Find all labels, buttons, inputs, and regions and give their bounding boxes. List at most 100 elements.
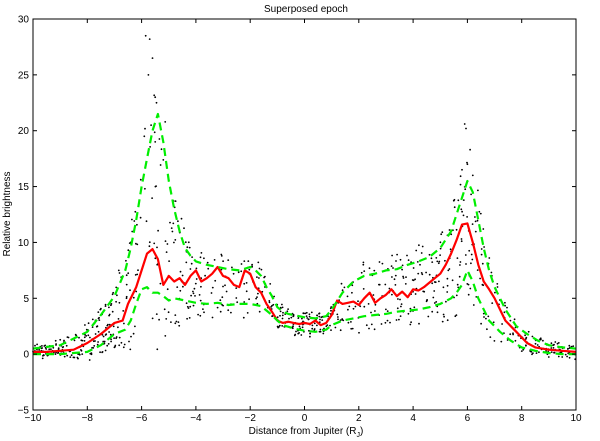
- scatter-point: [409, 307, 412, 310]
- scatter-point: [435, 257, 438, 259]
- scatter-point: [550, 342, 553, 345]
- scatter-point: [178, 324, 181, 327]
- scatter-point: [129, 289, 131, 292]
- scatter-point: [476, 269, 479, 271]
- scatter-point: [414, 278, 416, 281]
- scatter-point: [392, 267, 394, 269]
- scatter-point: [402, 275, 404, 278]
- scatter-point: [112, 291, 115, 294]
- scatter-point: [513, 318, 516, 321]
- scatter-point: [456, 283, 459, 286]
- scatter-point: [363, 305, 366, 308]
- x-tick-label: 4: [410, 413, 416, 424]
- scatter-point: [135, 242, 137, 245]
- scatter-point: [123, 343, 126, 346]
- scatter-point: [557, 355, 560, 358]
- scatter-point: [230, 311, 232, 314]
- scatter-point: [426, 299, 428, 301]
- scatter-point: [134, 210, 137, 213]
- scatter-point: [103, 340, 106, 343]
- scatter-point: [352, 307, 355, 310]
- scatter-point: [104, 305, 107, 307]
- scatter-point: [453, 198, 456, 201]
- scatter-point: [436, 260, 439, 263]
- scatter-point: [388, 287, 391, 290]
- scatter-point: [271, 315, 273, 318]
- scatter-point: [59, 338, 62, 341]
- y-tick-label: 0: [23, 350, 29, 361]
- scatter-point: [174, 200, 177, 203]
- scatter-point: [136, 243, 139, 246]
- scatter-point: [442, 286, 445, 289]
- scatter-point: [572, 345, 575, 347]
- scatter-point: [194, 295, 196, 297]
- scatter-point: [446, 284, 449, 287]
- scatter-point: [442, 313, 445, 316]
- scatter-point: [470, 253, 473, 256]
- scatter-point: [81, 353, 84, 355]
- scatter-point: [120, 341, 123, 344]
- scatter-point: [122, 346, 125, 349]
- scatter-point: [310, 311, 313, 314]
- scatter-point: [54, 339, 57, 342]
- scatter-point: [132, 332, 135, 335]
- scatter-point: [148, 38, 151, 40]
- scatter-point: [490, 271, 493, 274]
- scatter-point: [459, 261, 462, 263]
- scatter-point: [448, 229, 451, 231]
- scatter-point: [512, 332, 514, 335]
- scatter-point: [66, 336, 69, 338]
- scatter-point: [245, 282, 248, 284]
- scatter-point: [157, 229, 160, 232]
- scatter-point: [321, 319, 324, 321]
- scatter-point: [243, 282, 246, 285]
- scatter-point: [50, 348, 52, 351]
- scatter-point: [123, 322, 125, 325]
- scatter-point: [116, 294, 118, 297]
- scatter-point: [139, 216, 142, 219]
- scatter-point: [81, 339, 84, 342]
- scatter-point: [258, 310, 261, 313]
- scatter-point: [525, 336, 528, 339]
- scatter-point: [98, 319, 101, 321]
- scatter-point: [556, 342, 559, 345]
- scatter-point: [290, 316, 293, 319]
- scatter-point: [192, 304, 195, 307]
- scatter-point: [297, 317, 300, 319]
- scatter-point: [41, 345, 43, 347]
- scatter-point: [154, 257, 157, 260]
- scatter-point: [211, 316, 214, 319]
- scatter-point: [154, 141, 157, 143]
- scatter-point: [465, 263, 467, 265]
- scatter-point: [509, 319, 512, 322]
- scatter-point: [164, 335, 167, 337]
- scatter-point: [401, 268, 403, 271]
- scatter-point: [109, 333, 112, 336]
- scatter-point: [281, 325, 284, 327]
- scatter-point: [568, 344, 571, 347]
- scatter-point: [425, 271, 427, 274]
- scatter-point: [175, 320, 178, 323]
- scatter-point: [256, 276, 258, 278]
- scatter-point: [494, 291, 496, 294]
- scatter-point: [100, 307, 102, 310]
- scatter-point: [439, 247, 442, 250]
- scatter-point: [330, 306, 333, 308]
- scatter-point: [110, 338, 112, 341]
- scatter-point: [258, 277, 260, 279]
- scatter-point: [281, 314, 284, 317]
- scatter-point: [539, 338, 542, 341]
- scatter-point: [300, 334, 303, 336]
- scatter-point: [281, 306, 284, 309]
- scatter-point: [203, 311, 205, 314]
- scatter-point: [154, 96, 157, 99]
- y-tick-label: 10: [18, 238, 30, 249]
- scatter-point: [190, 294, 193, 297]
- scatter-point: [360, 271, 363, 274]
- scatter-point: [362, 261, 365, 264]
- scatter-point: [446, 277, 449, 280]
- scatter-point: [415, 249, 418, 252]
- scatter-point: [206, 261, 209, 264]
- scatter-point: [459, 175, 462, 178]
